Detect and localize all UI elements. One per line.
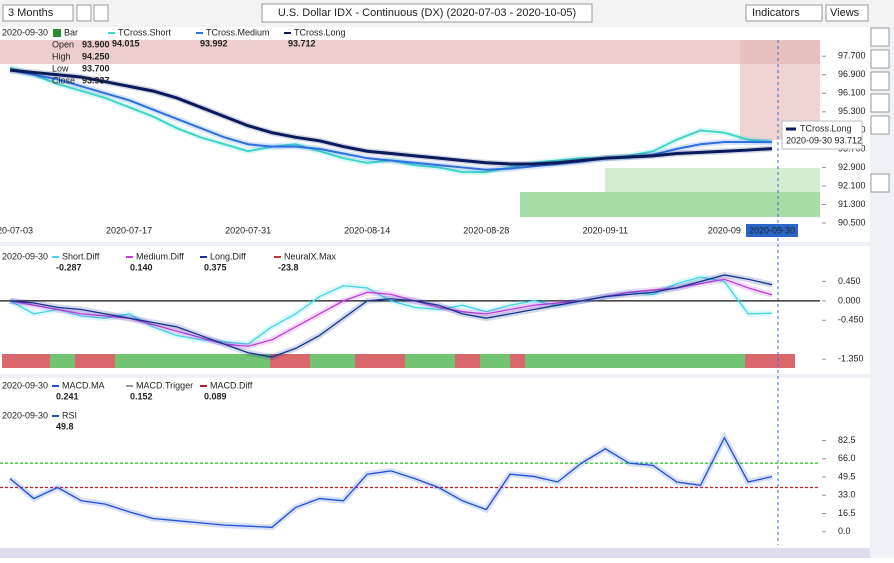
oscillator-pane: [0, 246, 870, 374]
legend-value: -0.287: [56, 262, 82, 272]
legend-name: TCross.Medium: [206, 27, 270, 37]
tooltip-text: 2020-09-30 93.712: [786, 135, 862, 145]
y-tick-label: 16.5: [838, 508, 856, 518]
legend-name: TCross.Long: [294, 27, 346, 37]
x-tick-label: 2020-07-31: [225, 225, 271, 235]
y-tick-label: 96.900: [838, 69, 866, 79]
legend-name: MACD.Diff: [210, 380, 253, 390]
cursor-date-bg: [746, 224, 798, 237]
bar-icon: [53, 29, 61, 37]
tool-hline[interactable]: [870, 71, 890, 91]
legend-name: Medium.Diff: [136, 251, 184, 261]
ohlc-label: Open: [52, 39, 74, 49]
tool-note[interactable]: [870, 173, 890, 193]
y-tick-label: 66.0: [838, 453, 856, 463]
neural-strip: [2, 354, 795, 368]
y-tick-label: 90.500: [838, 217, 866, 227]
y-tick-label: -1.350: [838, 354, 864, 364]
resistance-zone: [0, 40, 820, 64]
legend-value: 0.089: [204, 391, 227, 401]
legend-value: 93.712: [288, 38, 316, 48]
period-select[interactable]: [2, 4, 74, 22]
ohlc-value: 94.250: [82, 51, 110, 61]
y-tick-label: 95.300: [838, 106, 866, 116]
tool-vline[interactable]: [870, 49, 890, 69]
y-tick-label: 0.0: [838, 526, 851, 536]
side-tools: [870, 27, 890, 193]
y-tick-label: 82.5: [838, 435, 856, 445]
zoom-out[interactable]: [93, 4, 109, 22]
ohlc-value: 93.937: [82, 75, 110, 85]
y-tick-label: 92.900: [838, 162, 866, 172]
series-line: [9, 278, 773, 347]
tool-draw[interactable]: [870, 27, 890, 47]
legend-bar: Bar: [64, 27, 78, 37]
tool-text[interactable]: [870, 115, 890, 135]
indicators-label: Indicators: [752, 7, 800, 19]
y-tick-label: 96.100: [838, 88, 866, 98]
ohlc-label: High: [52, 51, 71, 61]
ohlc-label: Low: [52, 63, 69, 73]
x-tick-label: 2020-08-28: [463, 225, 509, 235]
legend-date: 2020-09-30: [2, 27, 48, 37]
support-zone: [605, 168, 820, 192]
legend-value: 49.8: [56, 421, 74, 431]
tooltip-name: TCross.Long: [800, 123, 852, 133]
legend-name: RSI: [62, 410, 77, 420]
y-tick-label: 0.450: [838, 276, 861, 286]
y-tick-label: 92.100: [838, 180, 866, 190]
legend-name: MACD.MA: [62, 380, 105, 390]
legend-value: 0.152: [130, 391, 153, 401]
period: 3 Months: [8, 7, 54, 19]
legend-name: Long.Diff: [210, 251, 246, 261]
x-tick-label: 2020-07-17: [106, 225, 152, 235]
x-tick-label: 2020-07-03: [0, 225, 33, 235]
legend-value: 93.992: [200, 38, 228, 48]
support-zone: [520, 192, 820, 217]
legend-name: TCross.Short: [118, 27, 172, 37]
series-line: [9, 276, 773, 345]
ohlc-value: 93.700: [82, 63, 110, 73]
legend-name: NeuralX.Max: [284, 251, 337, 261]
legend-value: 0.140: [130, 262, 153, 272]
zoom-in[interactable]: [76, 4, 92, 22]
x-tick-label: 2020-09-30: [749, 225, 795, 235]
tool-fib[interactable]: [870, 93, 890, 113]
title-box: [261, 3, 593, 23]
legend-date: 2020-09-30: [2, 251, 48, 261]
y-tick-label: 33.0: [838, 490, 856, 500]
legend-name: Short.Diff: [62, 251, 100, 261]
tooltip-bg: [781, 120, 863, 150]
y-tick-label: 91.300: [838, 199, 866, 209]
legend-date: 2020-09-30: [2, 380, 48, 390]
x-tick-label: 2020-08-14: [344, 225, 390, 235]
ohlc-label: Close: [52, 75, 75, 85]
legend-name: MACD.Trigger: [136, 380, 193, 390]
y-tick-label: 97.700: [838, 51, 866, 61]
legend-value: 94.015: [112, 38, 140, 48]
legend-date: 2020-09-30: [2, 410, 48, 420]
y-tick-label: 0.000: [838, 295, 861, 305]
ohlc-value: 93.900: [82, 39, 110, 49]
legend-value: 0.375: [204, 262, 227, 272]
indicators-button[interactable]: [745, 4, 823, 22]
legend-value: -23.8: [278, 262, 299, 272]
y-tick-label: -0.450: [838, 315, 864, 325]
series-line: [9, 274, 773, 358]
x-tick-label: 2020-09-11: [583, 225, 628, 235]
x-tick-label: 2020-09: [708, 225, 741, 235]
y-tick-label: 49.5: [838, 471, 856, 481]
series-line: [9, 68, 773, 166]
legend-value: 0.241: [56, 391, 79, 401]
scrollbar[interactable]: [0, 548, 870, 558]
views-label: Views: [830, 7, 860, 19]
chart-title: U.S. Dollar IDX - Continuous (DX) (2020-…: [278, 7, 576, 19]
views-button[interactable]: [825, 4, 869, 22]
series-line: [9, 436, 773, 528]
